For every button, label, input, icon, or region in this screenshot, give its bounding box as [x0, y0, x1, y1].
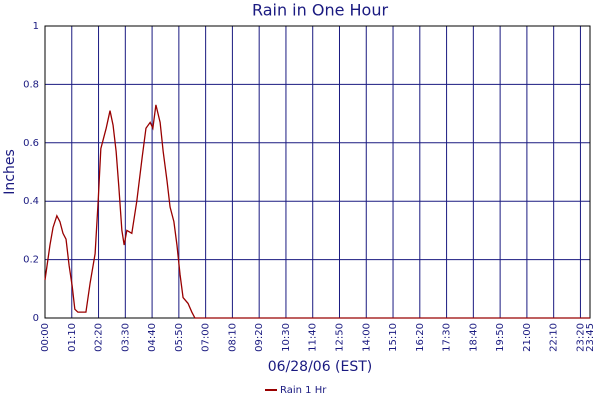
x-tick-label: 18:40 — [468, 323, 479, 352]
y-tick-label: 0 — [33, 313, 39, 324]
x-tick-label: 14:00 — [361, 323, 372, 352]
x-tick-label: 03:30 — [120, 323, 131, 352]
x-tick-label: 04:40 — [147, 323, 158, 352]
y-tick-label: 0.6 — [23, 138, 39, 149]
y-tick-label: 0.4 — [23, 196, 39, 207]
x-tick-label: 00:00 — [40, 323, 51, 352]
legend-label: Rain 1 Hr — [280, 385, 327, 396]
y-tick-label: 1 — [33, 21, 39, 32]
x-tick-label: 17:30 — [442, 323, 453, 352]
x-tick-label: 23:45 — [585, 323, 596, 352]
x-tick-label: 22:10 — [549, 323, 560, 352]
x-tick-label: 15:10 — [388, 323, 399, 352]
y-tick-label: 0.2 — [23, 255, 39, 266]
y-tick-label: 0.8 — [23, 79, 39, 90]
x-tick-label: 05:50 — [174, 323, 185, 352]
x-tick-label: 02:20 — [94, 323, 105, 352]
x-tick-label: 19:50 — [495, 323, 506, 352]
chart-title: Rain in One Hour — [252, 1, 389, 20]
x-axis-label: 06/28/06 (EST) — [268, 359, 373, 375]
x-tick-label: 11:40 — [308, 323, 319, 352]
x-tick-label: 23:20 — [575, 323, 586, 352]
x-tick-label: 16:20 — [415, 323, 426, 352]
y-axis-label: Inches — [2, 149, 18, 194]
x-tick-label: 07:00 — [201, 323, 212, 352]
x-tick-label: 08:10 — [227, 323, 238, 352]
data-line — [44, 104, 590, 319]
x-tick-label: 21:00 — [522, 323, 533, 352]
x-tick-label: 10:30 — [281, 323, 292, 352]
plot-border — [44, 25, 591, 319]
x-tick-label: 12:50 — [334, 323, 345, 352]
x-tick-label: 01:10 — [67, 323, 78, 352]
x-tick-label: 09:20 — [254, 323, 265, 352]
